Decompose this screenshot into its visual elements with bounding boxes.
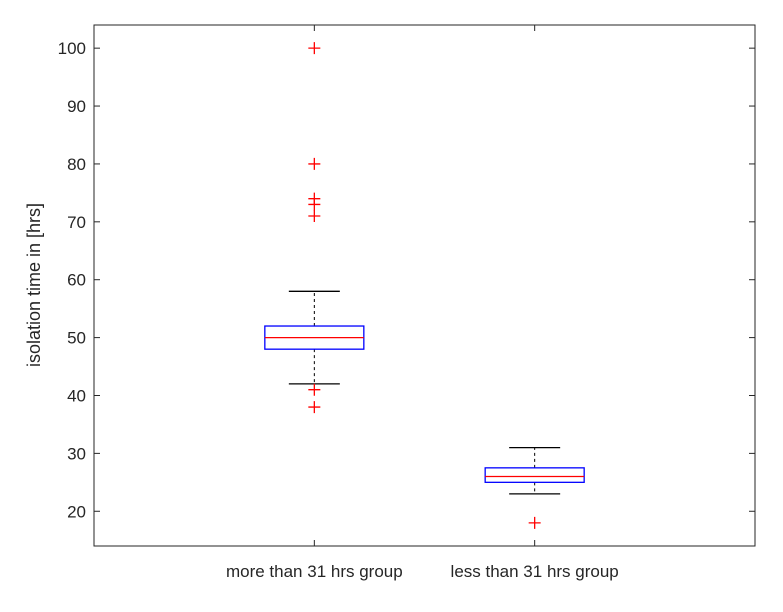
x-tick-label: more than 31 hrs group	[226, 562, 403, 581]
x-axis: more than 31 hrs group less than 31 hrs g…	[226, 25, 619, 581]
box-group	[484, 446, 585, 529]
y-axis-title: isolation time in [hrs]	[24, 203, 44, 367]
y-tick-label: 30	[67, 444, 86, 463]
y-tick-label: 50	[67, 329, 86, 348]
box-group	[264, 42, 365, 414]
outlier-marker	[308, 157, 321, 170]
boxes-layer	[264, 42, 585, 529]
outlier-marker	[308, 42, 321, 55]
y-tick-label: 20	[67, 502, 86, 521]
y-tick-label: 70	[67, 213, 86, 232]
x-tick-label: less than 31 hrs group	[451, 562, 619, 581]
y-tick-label: 60	[67, 271, 86, 290]
outlier-marker	[528, 516, 541, 529]
outlier-marker	[308, 210, 321, 223]
outlier-marker	[308, 192, 321, 205]
outlier-marker	[308, 401, 321, 414]
y-axis: 20 30 40 50 60 70 80 90 100	[58, 39, 755, 521]
y-tick-label: 40	[67, 386, 86, 405]
plot-area	[93, 24, 756, 547]
outlier-marker	[308, 383, 321, 396]
y-tick-label: 80	[67, 155, 86, 174]
box-iqr	[484, 467, 585, 483]
y-tick-label: 90	[67, 97, 86, 116]
y-tick-label: 100	[58, 39, 86, 58]
